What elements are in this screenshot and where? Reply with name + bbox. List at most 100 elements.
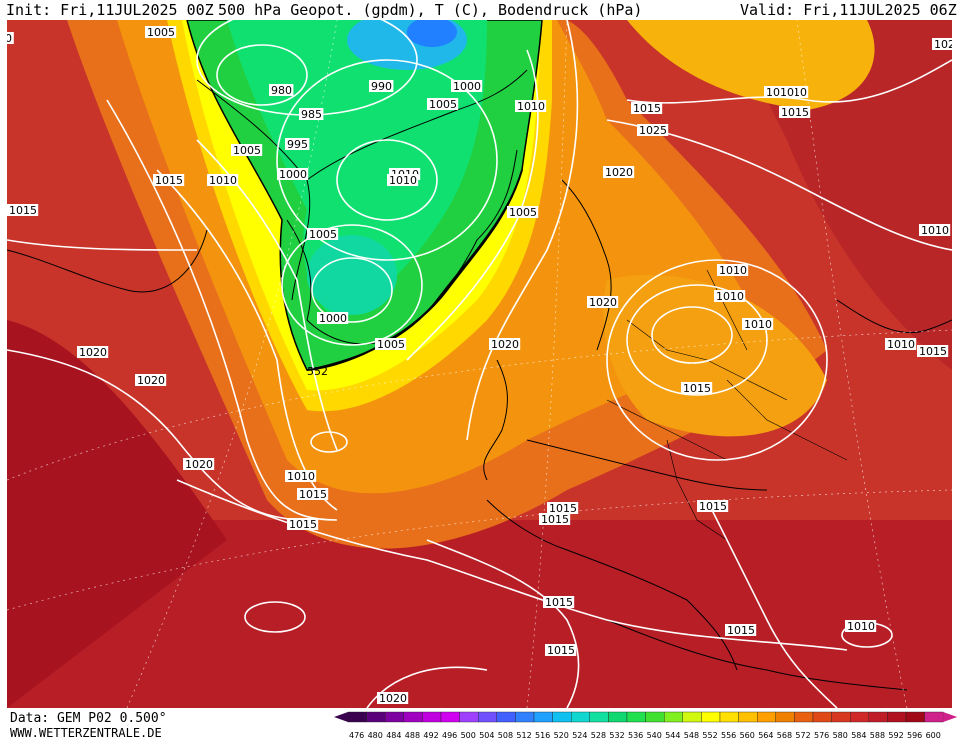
isobar-label: 1015 (683, 382, 711, 395)
legend-swatch (366, 711, 386, 723)
isobar-label-box (637, 124, 669, 136)
isobar-label-box (681, 382, 713, 394)
legend-value: 556 (721, 731, 736, 740)
data-source: Data: GEM P02 0.500° (10, 711, 167, 726)
legend-value: 504 (479, 731, 494, 740)
legend-value: 576 (814, 731, 829, 740)
legend-swatch (477, 711, 497, 723)
website-credit: WWW.WETTERZENTRALE.DE (10, 726, 162, 740)
isobar-label: 1010 (389, 174, 417, 187)
isobar-label: 1015 (541, 513, 569, 526)
isobar-label-box (183, 458, 215, 470)
isobar-label-box (207, 174, 239, 186)
legend-swatch (459, 711, 479, 723)
isobar-label-box (377, 692, 409, 704)
isobar-label-box (919, 224, 951, 236)
legend-swatch (496, 711, 516, 723)
isobar-label-box (539, 513, 571, 525)
isobar-label-box (545, 644, 577, 656)
legend-value: 528 (591, 731, 606, 740)
isobar-label-box (269, 84, 294, 96)
isobar-label-box (507, 206, 539, 218)
legend-value: 476 (349, 731, 364, 740)
isobar-label: 1015 (699, 500, 727, 513)
legend-value: 580 (833, 731, 848, 740)
isobar-label-box (725, 624, 757, 636)
isobar-label-box (7, 32, 14, 44)
legend-swatch (719, 711, 739, 723)
legend-value: 500 (461, 731, 476, 740)
isobar-label: 1000 (319, 312, 347, 325)
legend-swatch (422, 711, 442, 723)
isobar-label: 1015 (299, 488, 327, 501)
isobar-label-box (543, 596, 575, 608)
isobar-label-box (285, 470, 317, 482)
legend-value: 560 (740, 731, 755, 740)
isobar-label: 1020 (589, 296, 617, 309)
isobar-label-box (451, 80, 483, 92)
isobar-label-box (387, 174, 419, 186)
color-legend: 476 480 484 488 492 496 500 504 508 512 516 520 524 5… (334, 711, 958, 740)
legend-value: 564 (758, 731, 773, 740)
isobar-label-box (299, 108, 324, 120)
isobar-label: 1015 (289, 518, 317, 531)
temperature-band-east-warm (603, 274, 827, 437)
legend-value: 600 (926, 731, 941, 740)
legend-value: 548 (684, 731, 699, 740)
legend-swatch (552, 711, 572, 723)
isobar-label-box (885, 338, 917, 350)
isobar-label: 1020 (934, 38, 952, 51)
isobar-label-box (297, 488, 329, 500)
low-center-south (307, 235, 397, 315)
header-bar: Init: Fri,11JUL2025 00Z 500 hPa Geopot. … (0, 0, 959, 20)
isobar-label: 1010 (209, 174, 237, 187)
isobar-label: 1015 (781, 106, 809, 119)
isobar-label-box (287, 518, 319, 530)
isobar-label-box (307, 228, 339, 240)
legend-swatch (812, 711, 832, 723)
isobar-label-box (231, 144, 263, 156)
isobar-label: 1015 (919, 345, 947, 358)
legend-value: 540 (647, 731, 662, 740)
isobar-label: 1005 (147, 26, 175, 39)
weather-map: 1005 980 990 1000 1005 1010 985 995 1005 1000 1015… (7, 20, 952, 708)
isobar-label: 1015 (9, 204, 37, 217)
isobar-label-box (714, 290, 746, 302)
legend-swatch (701, 711, 721, 723)
legend-swatch (589, 711, 609, 723)
legend-value: 552 (702, 731, 717, 740)
legend-value: 496 (442, 731, 457, 740)
legend-swatch (533, 711, 553, 723)
legend-value: 572 (795, 731, 810, 740)
borders (606, 269, 848, 541)
isobar-label-box (779, 106, 811, 118)
temperature-band-north-warm (627, 20, 875, 110)
legend-swatch (440, 711, 460, 723)
isobar-label: 1020 (79, 346, 107, 359)
isobar-label: 0 (7, 32, 12, 45)
legend-swatch (608, 711, 628, 723)
legend-value: 588 (870, 731, 885, 740)
legend-swatch (682, 711, 702, 723)
isobar-label-box (375, 338, 407, 350)
init-time: Init: Fri,11JUL2025 00Z (6, 1, 214, 19)
isobar-label: 1020 (137, 374, 165, 387)
isobar-label-box (285, 138, 310, 150)
legend-value: 524 (572, 731, 587, 740)
isobar-label: 1010 (287, 470, 315, 483)
isobar-label: 1000 (453, 80, 481, 93)
legend-swatch (775, 711, 795, 723)
isobar-label: 1005 (429, 98, 457, 111)
isobar-label: 1015 (633, 102, 661, 115)
isobar-label: 1020 (491, 338, 519, 351)
valid-time: Valid: Fri,11JUL2025 06Z (740, 1, 957, 19)
isobar-label-box (277, 168, 309, 180)
isobar-label-box (547, 502, 579, 514)
isobar-label-box (845, 620, 877, 632)
legend-value: 480 (368, 731, 383, 740)
legend-swatch (664, 711, 684, 723)
legend-value: 584 (851, 731, 866, 740)
isobar-label: 1015 (155, 174, 183, 187)
legend-swatch (626, 711, 646, 723)
isobar-label-box (135, 374, 167, 386)
